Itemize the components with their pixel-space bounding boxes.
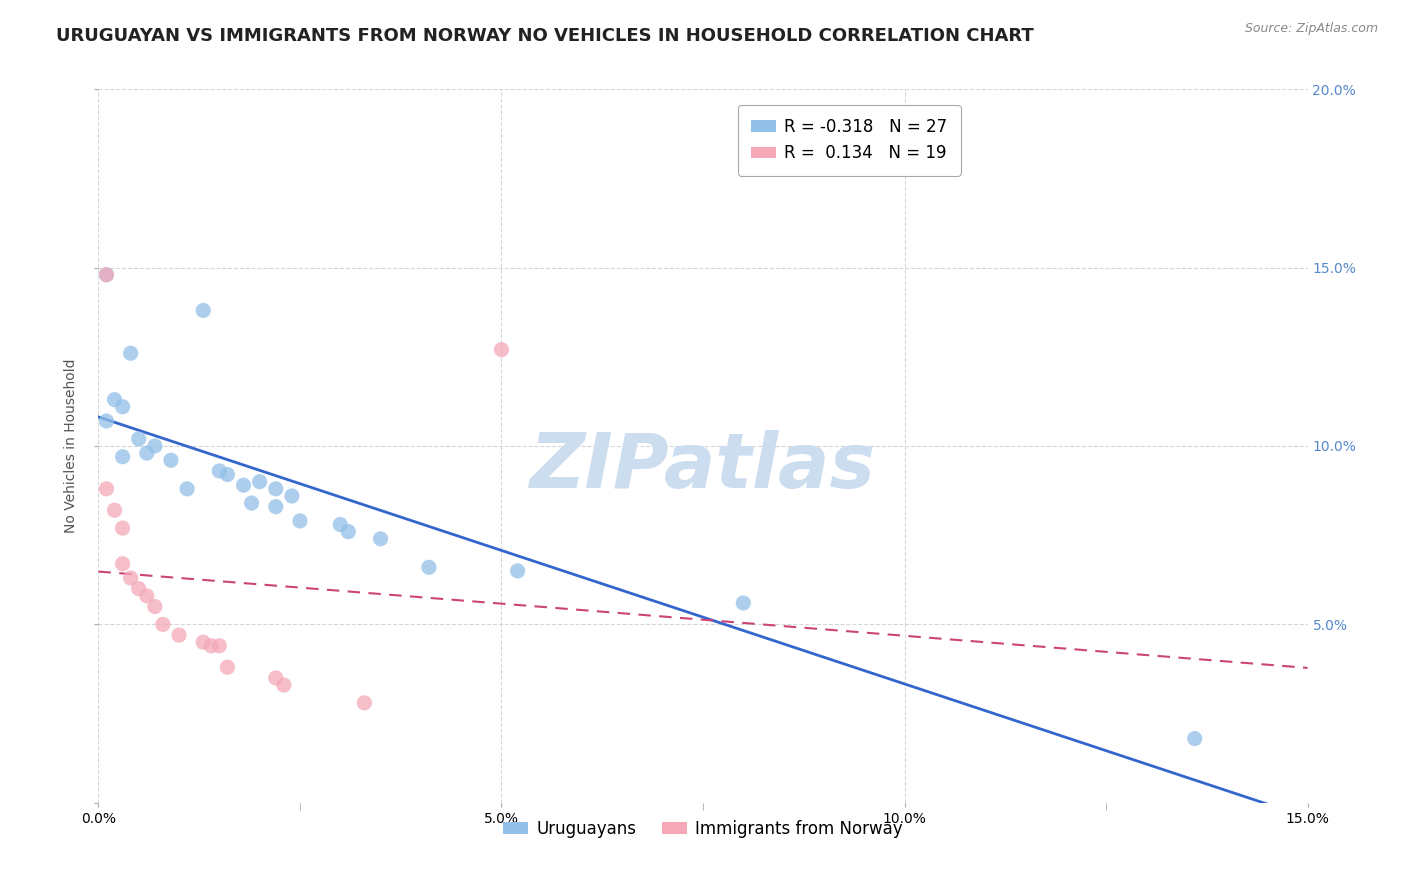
Point — [193, 635, 215, 649]
Point — [167, 628, 190, 642]
Point — [96, 268, 118, 282]
Point — [232, 478, 254, 492]
Point — [111, 400, 134, 414]
Point — [353, 696, 375, 710]
Point — [733, 596, 755, 610]
Point — [217, 660, 239, 674]
Point — [103, 503, 125, 517]
Y-axis label: No Vehicles in Household: No Vehicles in Household — [65, 359, 79, 533]
Point — [111, 557, 134, 571]
Point — [120, 571, 142, 585]
Point — [96, 414, 118, 428]
Point — [249, 475, 271, 489]
Point — [491, 343, 513, 357]
Point — [143, 439, 166, 453]
Point — [111, 521, 134, 535]
Text: URUGUAYAN VS IMMIGRANTS FROM NORWAY NO VEHICLES IN HOUSEHOLD CORRELATION CHART: URUGUAYAN VS IMMIGRANTS FROM NORWAY NO V… — [56, 27, 1033, 45]
Point — [418, 560, 440, 574]
Point — [1184, 731, 1206, 746]
Point — [208, 639, 231, 653]
Point — [193, 303, 215, 318]
Legend: Uruguayans, Immigrants from Norway: Uruguayans, Immigrants from Norway — [496, 814, 910, 845]
Point — [208, 464, 231, 478]
Point — [288, 514, 311, 528]
Point — [128, 582, 150, 596]
Point — [506, 564, 529, 578]
Point — [96, 482, 118, 496]
Point — [103, 392, 125, 407]
Point — [264, 482, 287, 496]
Point — [264, 671, 287, 685]
Point — [135, 446, 157, 460]
Point — [120, 346, 142, 360]
Point — [96, 268, 118, 282]
Point — [128, 432, 150, 446]
Point — [337, 524, 360, 539]
Point — [329, 517, 352, 532]
Point — [281, 489, 304, 503]
Point — [160, 453, 183, 467]
Point — [217, 467, 239, 482]
Text: ZIPatlas: ZIPatlas — [530, 431, 876, 504]
Point — [273, 678, 295, 692]
Point — [240, 496, 263, 510]
Point — [111, 450, 134, 464]
Point — [152, 617, 174, 632]
Point — [370, 532, 392, 546]
Point — [176, 482, 198, 496]
Point — [143, 599, 166, 614]
Text: Source: ZipAtlas.com: Source: ZipAtlas.com — [1244, 22, 1378, 36]
Point — [135, 589, 157, 603]
Point — [264, 500, 287, 514]
Point — [200, 639, 222, 653]
